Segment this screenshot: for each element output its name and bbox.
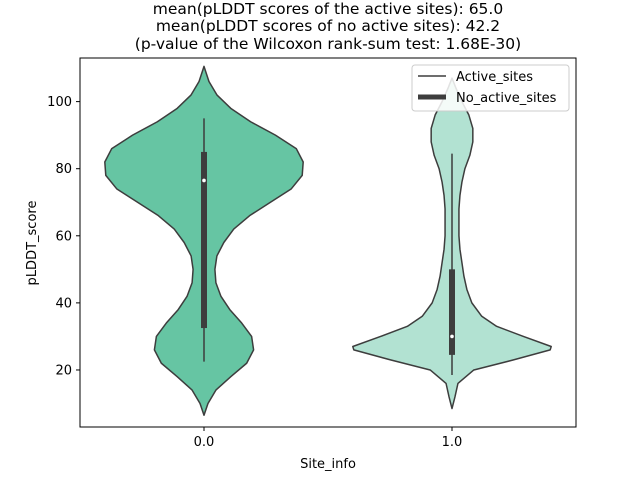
- iqr-box-1.0: [449, 269, 455, 355]
- title-line-1: mean(pLDDT scores of the active sites): …: [153, 0, 503, 18]
- title-line-2: mean(pLDDT scores of no active sites): 4…: [156, 17, 500, 35]
- median-point-1.0: [450, 334, 454, 339]
- x-tick-label-0.0: 0.0: [194, 435, 215, 450]
- y-tick-label-60: 60: [55, 229, 72, 244]
- title-line-3: (p-value of the Wilcoxon rank-sum test: …: [135, 35, 521, 53]
- y-tick-label-40: 40: [55, 296, 72, 311]
- plot-area-frame: [79, 57, 577, 428]
- y-axis: 20 40 60 80 100: [47, 95, 80, 378]
- chart-title: mean(pLDDT scores of the active sites): …: [135, 0, 521, 53]
- median-point-0.0: [202, 178, 206, 183]
- x-axis: 0.0 1.0: [194, 427, 463, 450]
- y-tick-label-20: 20: [55, 363, 72, 378]
- iqr-box-0.0: [201, 151, 207, 329]
- boxes-layer: [201, 118, 455, 376]
- y-tick-label-100: 100: [47, 95, 72, 110]
- legend-frame: [411, 64, 570, 112]
- y-tick-label-80: 80: [55, 162, 72, 177]
- violins-layer: [104, 65, 552, 417]
- legend-label-no-active-sites: No_active_sites: [456, 91, 557, 106]
- y-axis-label: pLDDT_score: [25, 201, 40, 286]
- legend: Active_sites No_active_sites: [411, 64, 570, 112]
- x-axis-label: Site_info: [300, 457, 356, 472]
- legend-label-active-sites: Active_sites: [456, 70, 533, 85]
- x-tick-label-1.0: 1.0: [442, 435, 463, 450]
